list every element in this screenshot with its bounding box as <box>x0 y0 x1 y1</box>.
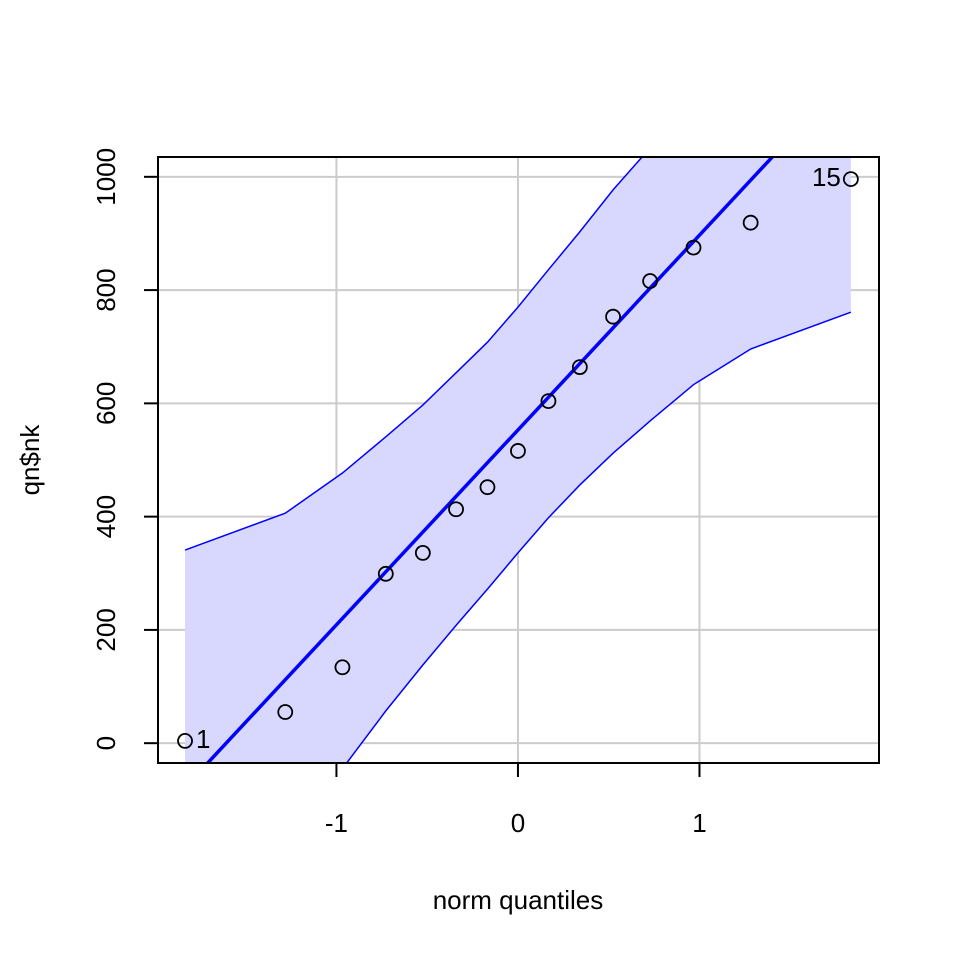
point <box>334 659 351 676</box>
point <box>277 704 294 720</box>
point <box>510 443 526 459</box>
y-tick-label: 800 <box>91 268 121 311</box>
point <box>448 501 464 518</box>
point <box>842 171 859 187</box>
y-tick-label: 400 <box>91 495 121 538</box>
x-tick-label: -1 <box>325 808 348 838</box>
x-tick-label: 0 <box>511 808 525 838</box>
point <box>479 479 496 496</box>
envelope-upper <box>184 157 644 551</box>
y-axis-label: qn$nk <box>15 424 45 496</box>
point <box>605 308 621 325</box>
point <box>642 273 659 289</box>
x-tick-label: 1 <box>692 808 706 838</box>
point-label: 15 <box>812 162 841 192</box>
y-tick-label: 0 <box>91 736 121 750</box>
point-label: 1 <box>196 724 210 754</box>
y-tick-label: 600 <box>91 382 121 425</box>
y-tick-label: 1000 <box>91 148 121 206</box>
reference-line <box>205 157 775 763</box>
point <box>685 239 702 256</box>
envelope-area <box>185 157 851 763</box>
plot-area <box>158 157 879 763</box>
point <box>377 565 394 582</box>
y-tick-label: 200 <box>91 608 121 651</box>
envelope-lower <box>345 311 852 763</box>
point <box>540 393 557 409</box>
x-axis-label: norm quantiles <box>433 885 604 915</box>
point <box>571 359 588 376</box>
point <box>177 733 193 749</box>
point <box>742 214 759 231</box>
point <box>414 544 431 561</box>
